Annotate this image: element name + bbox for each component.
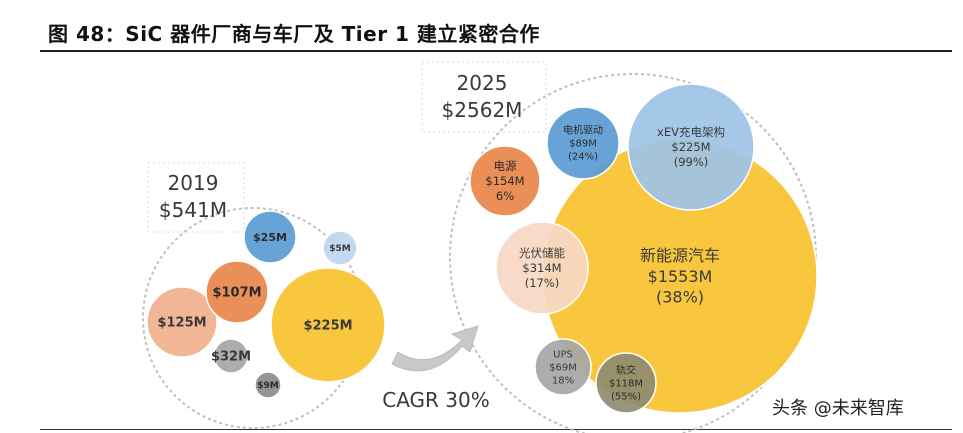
bubble-2025-5 — [546, 106, 620, 180]
bubble-2025-6 — [534, 338, 592, 396]
group-header-box-2025 — [421, 61, 547, 133]
bubble-label: $89M — [569, 139, 597, 150]
growth-arrow-icon — [391, 325, 479, 372]
group-total-label: $541M — [159, 198, 227, 222]
bubble-label: $1553M — [648, 267, 713, 286]
bubble-label: 新能源汽车 — [640, 246, 720, 265]
group-total-label: $2562M — [442, 98, 523, 122]
group-header-box-2019 — [147, 162, 245, 233]
bubble-label: 光伏储能 — [519, 246, 565, 260]
bubble-label: 电源 — [494, 159, 517, 173]
bubble-label: $107M — [212, 286, 261, 301]
group-year-label: 2025 — [457, 71, 508, 95]
figure-title: 图 48：SiC 器件厂商与车厂及 Tier 1 建立紧密合作 — [48, 22, 540, 46]
bubble-2019-0 — [270, 267, 386, 383]
title-rule — [40, 50, 952, 52]
bubble-label: $32M — [211, 350, 251, 365]
bubble-label: (17%) — [525, 276, 560, 290]
bubble-label: $9M — [257, 381, 279, 391]
bubble-2019-3 — [213, 338, 249, 374]
bubble-label: (99%) — [674, 155, 709, 169]
bubble-label: $5M — [329, 244, 351, 254]
bubble-2025-2 — [627, 83, 755, 211]
bubble-label: $225M — [303, 319, 352, 334]
bubble-label: 轨交 — [616, 364, 636, 377]
bubble-label: (24%) — [568, 152, 598, 163]
bubble-2025-1 — [495, 221, 589, 315]
cagr-label: CAGR 30% — [382, 388, 490, 412]
bubble-2025-3 — [469, 145, 541, 217]
bubble-2019-4 — [243, 210, 297, 264]
bubble-label: $314M — [522, 261, 561, 275]
bubble-2019-2 — [205, 260, 269, 324]
bubble-2025-4 — [595, 352, 657, 414]
bottom-rule — [40, 429, 952, 430]
watermark: 头条 @未来智库 — [772, 398, 904, 419]
bubble-label: $225M — [671, 140, 710, 154]
bubble-label: 18% — [552, 376, 574, 387]
bubble-label: (38%) — [656, 288, 704, 307]
bubble-label: xEV充电架构 — [657, 125, 725, 139]
bubble-label: $69M — [549, 363, 577, 374]
bubble-label: (55%) — [611, 392, 641, 403]
bubble-2019-5 — [254, 371, 282, 399]
bubble-label: UPS — [553, 350, 573, 361]
bubble-label: 电机驱动 — [563, 124, 603, 137]
bubble-label: $25M — [253, 231, 287, 244]
bubble-2019-6 — [322, 230, 358, 266]
bubble-label: $118M — [609, 379, 643, 390]
bubble-label: 6% — [496, 189, 514, 203]
bubble-label: $125M — [157, 316, 206, 331]
group-year-label: 2019 — [168, 171, 219, 195]
bubble-label: $154M — [485, 174, 524, 188]
bubble-2019-1 — [146, 286, 218, 358]
